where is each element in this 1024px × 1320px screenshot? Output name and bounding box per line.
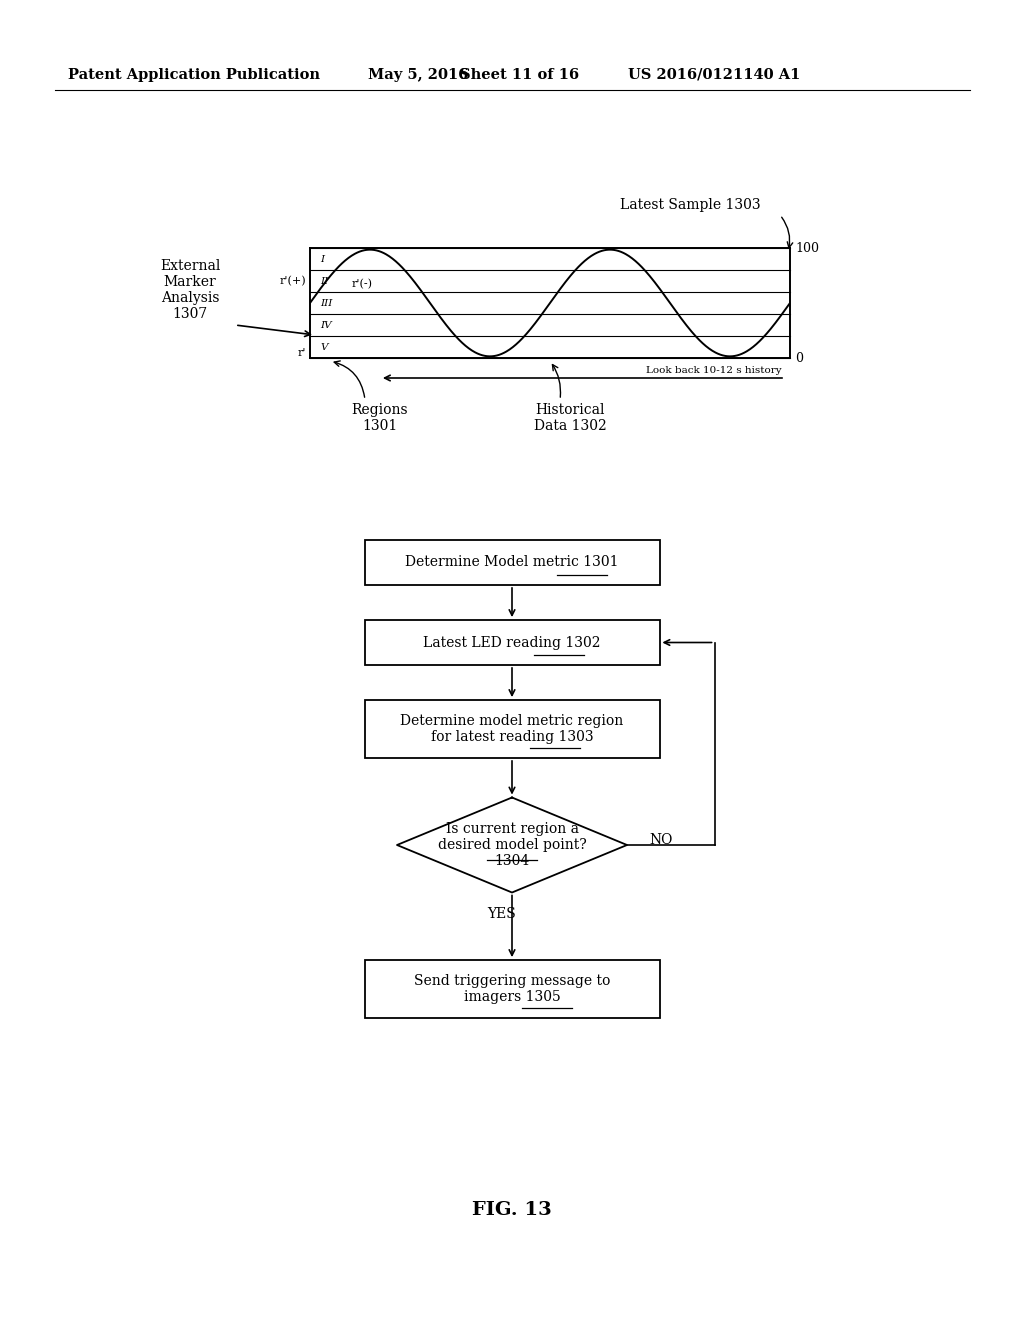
Text: Look back 10-12 s history: Look back 10-12 s history <box>646 366 782 375</box>
Text: External
Marker
Analysis
1307: External Marker Analysis 1307 <box>160 259 220 321</box>
Text: Is current region a
desired model point?
1304: Is current region a desired model point?… <box>437 822 587 869</box>
Text: Sheet 11 of 16: Sheet 11 of 16 <box>460 69 580 82</box>
Text: Latest LED reading 1302: Latest LED reading 1302 <box>423 635 601 649</box>
Text: V: V <box>319 342 328 351</box>
Text: NO: NO <box>649 833 673 847</box>
Bar <box>365 620 659 665</box>
Bar <box>365 540 659 585</box>
Text: YES: YES <box>487 908 516 921</box>
Text: II: II <box>319 276 329 285</box>
Bar <box>365 960 659 1018</box>
Bar <box>365 700 659 758</box>
Text: May 5, 2016: May 5, 2016 <box>368 69 468 82</box>
Text: Send triggering message to
imagers 1305: Send triggering message to imagers 1305 <box>414 974 610 1005</box>
Text: I: I <box>319 255 325 264</box>
Text: Regions
1301: Regions 1301 <box>351 403 409 433</box>
Text: 0: 0 <box>795 351 803 364</box>
Text: Determine Model metric 1301: Determine Model metric 1301 <box>406 556 618 569</box>
Text: 100: 100 <box>795 242 819 255</box>
Text: III: III <box>319 298 333 308</box>
Text: Patent Application Publication: Patent Application Publication <box>68 69 319 82</box>
Text: Historical
Data 1302: Historical Data 1302 <box>534 403 606 433</box>
Polygon shape <box>397 797 627 892</box>
Text: r'(+): r'(+) <box>280 276 306 286</box>
Text: r': r' <box>298 348 306 358</box>
Text: IV: IV <box>319 321 332 330</box>
Text: r'(-): r'(-) <box>352 279 373 289</box>
Text: Determine model metric region
for latest reading 1303: Determine model metric region for latest… <box>400 714 624 744</box>
Text: US 2016/0121140 A1: US 2016/0121140 A1 <box>628 69 801 82</box>
Text: Latest Sample 1303: Latest Sample 1303 <box>620 198 761 213</box>
Text: FIG. 13: FIG. 13 <box>472 1201 552 1218</box>
